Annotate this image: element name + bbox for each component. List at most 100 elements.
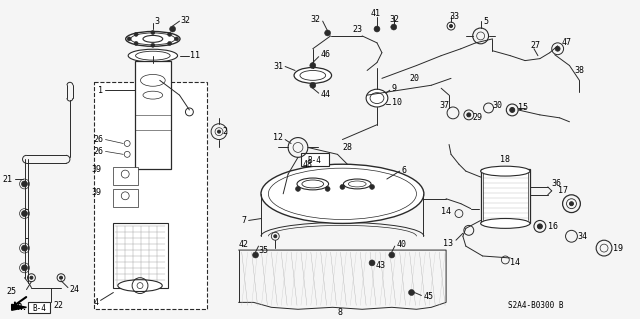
Ellipse shape — [136, 51, 170, 60]
Circle shape — [170, 26, 175, 32]
Bar — [93, 82, 207, 309]
Circle shape — [310, 82, 316, 88]
Circle shape — [127, 37, 131, 41]
Ellipse shape — [141, 74, 165, 86]
Text: 10: 10 — [392, 98, 402, 107]
Text: 33: 33 — [449, 12, 459, 21]
Text: 32: 32 — [390, 15, 400, 24]
Ellipse shape — [294, 68, 332, 83]
Text: 25: 25 — [6, 287, 17, 296]
Text: 23: 23 — [352, 25, 362, 33]
Ellipse shape — [118, 280, 162, 292]
Ellipse shape — [302, 180, 324, 188]
Text: 13: 13 — [443, 239, 453, 248]
Text: B-4: B-4 — [308, 156, 322, 165]
Circle shape — [168, 41, 172, 45]
Text: 18: 18 — [500, 155, 510, 164]
Text: 15: 15 — [518, 103, 528, 113]
Text: 35: 35 — [259, 246, 268, 255]
Circle shape — [134, 33, 138, 36]
Ellipse shape — [370, 93, 384, 104]
Circle shape — [296, 186, 300, 191]
Text: 14: 14 — [441, 207, 451, 216]
Text: 11: 11 — [190, 51, 200, 60]
Circle shape — [151, 31, 155, 34]
Text: 43: 43 — [376, 261, 386, 271]
Text: S2A4-B0300 B: S2A4-B0300 B — [508, 301, 564, 310]
Bar — [481, 169, 530, 223]
Bar — [113, 189, 138, 207]
Circle shape — [510, 108, 515, 112]
Circle shape — [538, 224, 542, 229]
Text: 20: 20 — [410, 74, 420, 83]
Bar — [28, 302, 50, 313]
Text: 34: 34 — [577, 232, 588, 241]
Text: 28: 28 — [342, 143, 353, 152]
Text: 48: 48 — [303, 160, 313, 169]
Ellipse shape — [261, 164, 424, 223]
Circle shape — [22, 181, 28, 187]
Text: 2: 2 — [222, 127, 227, 136]
Circle shape — [389, 252, 395, 258]
Text: 44: 44 — [321, 90, 331, 99]
Text: 9: 9 — [392, 84, 397, 93]
Circle shape — [168, 33, 172, 36]
Text: 39: 39 — [92, 165, 102, 174]
Ellipse shape — [143, 91, 163, 99]
Circle shape — [391, 24, 397, 30]
Bar — [301, 153, 328, 166]
Text: 8: 8 — [338, 308, 343, 317]
Circle shape — [30, 276, 33, 279]
Circle shape — [274, 235, 276, 238]
Text: 42: 42 — [239, 240, 248, 249]
Text: 14: 14 — [510, 258, 520, 267]
Text: 16: 16 — [548, 222, 558, 231]
Text: 27: 27 — [530, 41, 540, 50]
Text: 4: 4 — [93, 298, 99, 307]
Text: 29: 29 — [473, 113, 483, 122]
Circle shape — [467, 113, 471, 117]
Text: 45: 45 — [424, 292, 433, 301]
Circle shape — [369, 184, 374, 189]
Ellipse shape — [297, 178, 328, 190]
Circle shape — [175, 37, 179, 41]
Text: 6: 6 — [402, 166, 406, 174]
Circle shape — [324, 30, 331, 36]
Text: 24: 24 — [69, 285, 79, 294]
Circle shape — [310, 63, 316, 69]
Circle shape — [369, 260, 375, 266]
Circle shape — [374, 26, 380, 32]
Circle shape — [60, 276, 63, 279]
Circle shape — [22, 211, 28, 217]
Text: 21: 21 — [3, 174, 13, 183]
Circle shape — [218, 130, 221, 133]
Text: 17: 17 — [557, 186, 568, 195]
Polygon shape — [12, 304, 26, 310]
Text: 3: 3 — [155, 17, 160, 26]
Text: 39: 39 — [92, 188, 102, 197]
Text: 32: 32 — [180, 16, 191, 25]
Text: 30: 30 — [493, 100, 502, 109]
Text: 1: 1 — [99, 86, 104, 95]
Circle shape — [253, 252, 259, 258]
Circle shape — [22, 265, 28, 271]
Bar — [113, 167, 138, 185]
Ellipse shape — [125, 32, 180, 46]
Text: 19: 19 — [613, 244, 623, 253]
Text: B-4: B-4 — [33, 304, 46, 313]
Text: 40: 40 — [397, 240, 407, 249]
Text: 5: 5 — [484, 17, 488, 26]
Circle shape — [22, 245, 28, 251]
Text: 31: 31 — [273, 62, 283, 71]
Circle shape — [151, 43, 155, 47]
Circle shape — [408, 290, 415, 295]
Ellipse shape — [143, 35, 163, 42]
Text: 38: 38 — [575, 66, 584, 75]
Ellipse shape — [348, 181, 366, 187]
Text: 41: 41 — [370, 9, 380, 18]
Text: 36: 36 — [552, 180, 562, 189]
Text: 12: 12 — [273, 133, 283, 142]
Text: 46: 46 — [321, 50, 331, 59]
Text: 7: 7 — [242, 216, 246, 225]
Bar — [135, 61, 171, 169]
